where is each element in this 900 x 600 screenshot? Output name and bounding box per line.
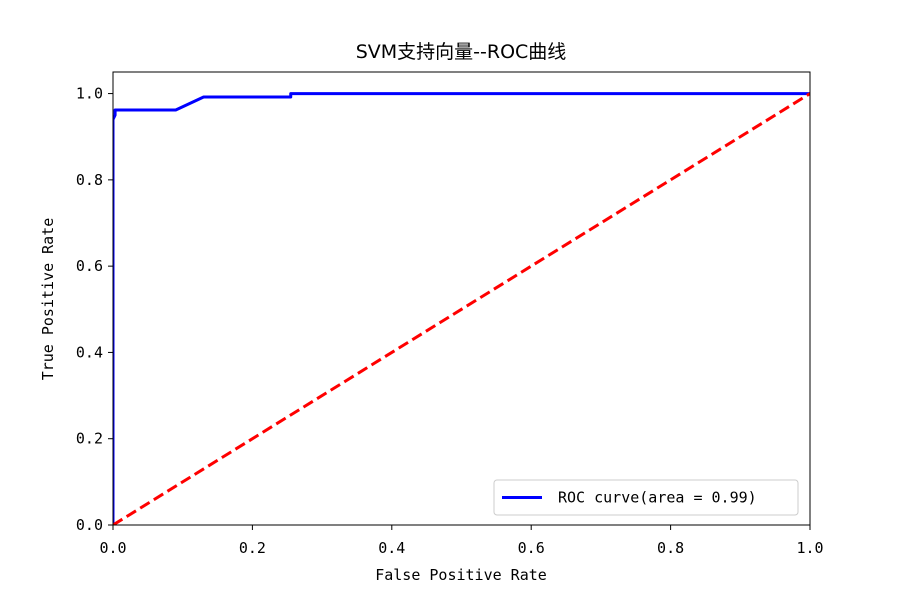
axis-ticks: 0.0 0.2 0.4 0.6 0.8 1.0 0.0 0.2 0.4 0.6 0.8 1.0 bbox=[76, 85, 824, 557]
legend: ROC curve(area = 0.99) bbox=[493, 479, 799, 516]
y-tick-label: 0.4 bbox=[76, 343, 103, 361]
plot-frame bbox=[112, 71, 811, 526]
x-tick-label: 1.0 bbox=[796, 539, 823, 557]
chart-title: SVM支持向量--ROC曲线 bbox=[356, 41, 567, 63]
y-tick-label: 0.2 bbox=[76, 430, 103, 448]
y-tick-label: 1.0 bbox=[76, 85, 103, 103]
y-tick-label: 0.8 bbox=[76, 171, 103, 189]
roc-curve-line bbox=[113, 92, 810, 525]
y-tick-label: 0.6 bbox=[76, 257, 103, 275]
x-tick-label: 0.2 bbox=[239, 539, 266, 557]
legend-box bbox=[493, 479, 799, 516]
x-tick-label: 0.6 bbox=[518, 539, 545, 557]
series-group bbox=[113, 92, 810, 525]
y-tick-label: 0.0 bbox=[76, 516, 103, 534]
y-axis-label: True Positive Rate bbox=[39, 218, 57, 381]
x-tick-label: 0.4 bbox=[378, 539, 405, 557]
plot-area bbox=[112, 71, 811, 526]
x-tick-label: 0.0 bbox=[99, 539, 126, 557]
x-tick-label: 0.8 bbox=[657, 539, 684, 557]
legend-label-roc: ROC curve(area = 0.99) bbox=[558, 489, 757, 507]
diagonal-reference-line bbox=[113, 92, 810, 525]
x-axis-label: False Positive Rate bbox=[375, 566, 547, 584]
